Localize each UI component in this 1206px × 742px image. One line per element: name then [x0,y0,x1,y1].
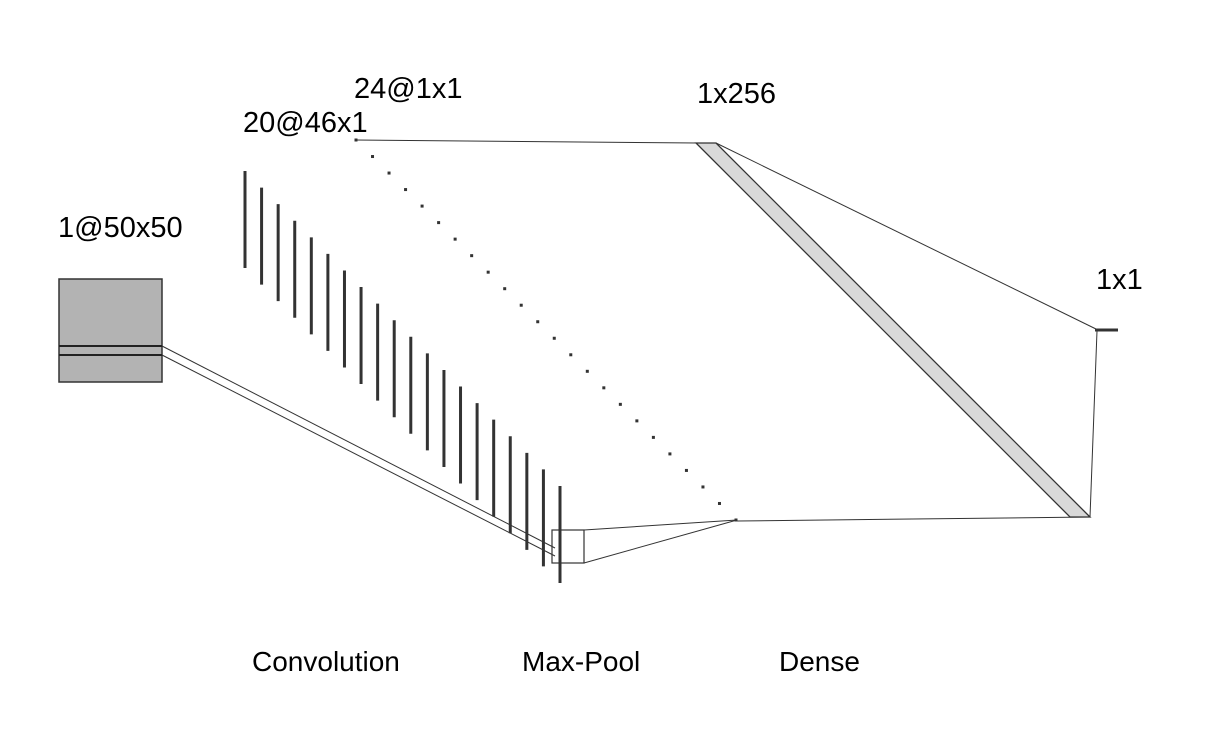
maxpool-output-dot [569,353,573,357]
maxpool-output-dot [387,171,391,175]
maxpool-output-dot [404,188,408,192]
maxpool-output-dot [453,237,457,241]
stage-label-dense: Dense [779,646,860,677]
dense-layer [694,142,1092,518]
maxpool-output-dot [437,221,441,225]
input-layer [58,278,163,383]
maxpool-output-dot [536,320,540,324]
conv-dim-label: 20@46x1 [243,107,368,139]
pool-connectors [583,519,738,564]
maxpool-outputs [354,138,738,522]
maxpool-output-dot [470,254,474,258]
maxpool-output-dot [503,287,507,291]
output-dim-label: 1x1 [1096,264,1143,296]
maxpool-output-dot [552,336,556,340]
pooling-window [551,529,585,564]
maxpool-output-dot [717,501,721,505]
maxpool-output-dot [486,270,490,274]
dense-dim-label: 1x256 [697,78,776,110]
maxpool-output-dot [651,435,655,439]
pool-dim-label: 24@1x1 [354,73,462,105]
maxpool-output-dot [371,155,375,159]
pool-to-dense-connectors [354,139,1091,522]
stage-label-convolution: Convolution [252,646,400,677]
input-dim-label: 1@50x50 [58,212,183,244]
maxpool-output-dot [734,518,738,522]
maxpool-output-dot [602,386,606,390]
input-to-conv-connectors [161,345,556,557]
stage-label-maxpool: Max-Pool [522,646,640,677]
dense-to-output-connectors [715,142,1098,518]
maxpool-output-dot [618,402,622,406]
maxpool-output-dot [684,468,688,472]
maxpool-output-dot [585,369,589,373]
maxpool-output-dot [635,419,639,423]
maxpool-output-dot [668,452,672,456]
maxpool-output-dot [701,485,705,489]
convolution-feature-maps [243,171,562,583]
maxpool-output-dot [420,204,424,208]
maxpool-output-dot [519,303,523,307]
